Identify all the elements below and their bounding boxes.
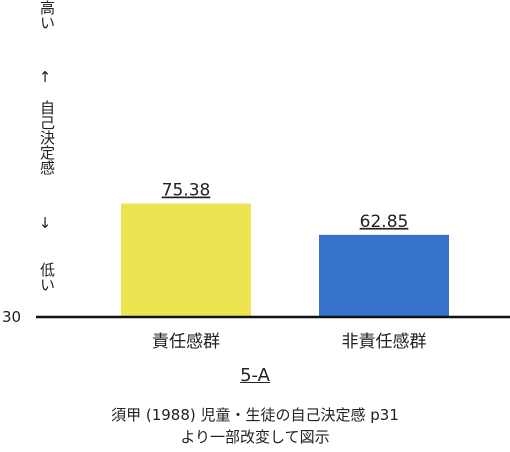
bar-1 [121,203,251,317]
category-label-1: 責任感群 [152,332,220,352]
y-axis-low-label: 低い [38,262,56,292]
y-axis-high-label: 高い [38,0,56,30]
bar-2 [319,234,449,317]
source-line-1: 須甲 (1988) 児童・生徒の自己決定感 p31 [111,406,399,424]
y-axis-title: 自己決定感 [38,100,56,175]
down-arrow-icon: ↓ [38,214,52,232]
chart-title: 5-A [240,365,270,386]
bars-group [121,203,449,317]
value-label-1: 75.38 [162,181,211,201]
y-tick-label: 30 [2,308,21,326]
category-labels-group: 責任感群 非責任感群 [152,332,427,352]
up-arrow-icon: ↑ [38,68,52,86]
source-line-2: より一部改変して図示 [180,428,330,446]
category-label-2: 非責任感群 [342,332,427,352]
value-label-2: 62.85 [360,212,409,232]
value-labels-group: 75.38 62.85 [162,181,409,232]
